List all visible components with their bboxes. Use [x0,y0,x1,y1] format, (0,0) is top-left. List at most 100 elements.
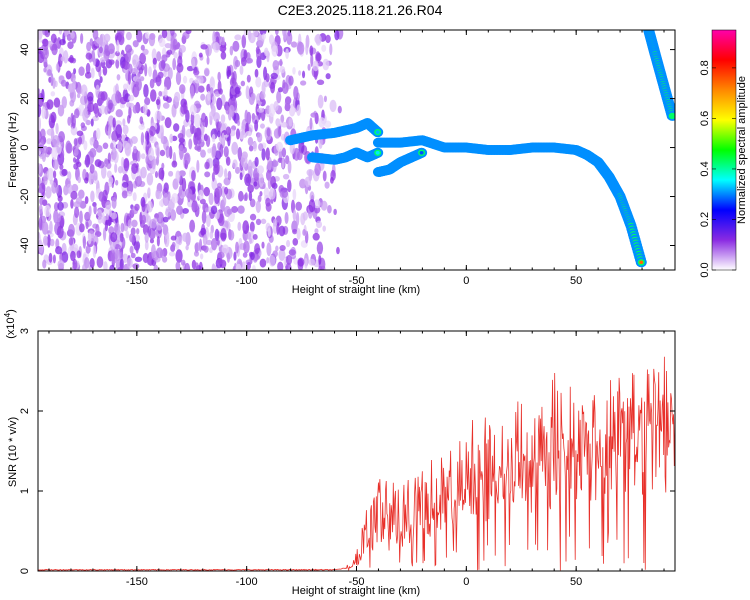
snr-y-tick-label: 2 [19,408,31,414]
noise-blob [96,256,104,268]
noise-blob [152,57,157,65]
noise-blob [85,62,91,75]
noise-blob [185,244,189,251]
noise-blob [144,31,150,39]
noise-blob [53,202,59,212]
noise-blob [248,32,256,44]
noise-blob [59,164,64,170]
noise-blob [65,70,72,80]
snr-x-tick-label: -100 [236,576,258,588]
noise-blob [65,140,72,154]
noise-blob [246,74,251,83]
noise-blob [90,118,94,127]
noise-blob [149,218,157,230]
noise-blob [178,170,186,177]
noise-blob [117,133,122,141]
noise-blob [139,76,145,82]
noise-blob [240,154,248,168]
noise-blob [238,128,246,140]
colorbar-gradient [711,29,737,271]
noise-blob [97,209,103,217]
noise-blob [92,245,97,259]
noise-blob [76,250,82,259]
noise-blob [144,63,148,77]
noise-blob [265,222,271,232]
noise-blob [80,33,84,44]
noise-blob [232,40,240,52]
noise-blob [229,45,234,56]
noise-blob [280,114,285,123]
noise-blob [225,105,230,115]
noise-blob [301,70,306,79]
noise-blob [330,176,334,184]
noise-blob [173,51,178,59]
noise-blob [275,245,279,252]
noise-blob [111,147,117,161]
noise-blob [82,108,89,122]
noise-blob [106,161,112,170]
noise-blob [158,38,166,48]
noise-blob [171,193,179,204]
noise-blob [128,94,135,102]
noise-blob [121,253,129,264]
noise-blob [243,49,248,60]
noise-blob [323,95,327,103]
snr-plot: -150 -100 -50 0 50 0 1 2 3 Height of straight l… [3,309,676,597]
noise-blob [227,170,232,181]
noise-blob [50,73,54,87]
noise-blob [38,130,42,144]
noise-blob [180,259,186,266]
noise-blob [114,163,118,174]
noise-blob [67,171,72,181]
noise-blob [56,225,64,239]
noise-blob [287,30,291,37]
noise-blob [55,246,63,255]
noise-blob [334,30,340,41]
noise-blob [131,219,138,228]
noise-blob [175,249,183,263]
noise-blob [165,145,170,158]
noise-blob [217,80,222,94]
spectrogram-x-label: Height of straight line (km) [292,284,420,296]
noise-blob [292,209,297,221]
noise-blob [265,169,272,181]
noise-blob [107,152,111,164]
noise-blob [55,63,59,71]
noise-blob [67,116,72,126]
noise-blob [166,96,172,103]
noise-blob [261,241,265,249]
spectrogram-x-tick-label: -100 [236,275,258,287]
noise-blob [99,57,106,63]
noise-blob [49,179,54,185]
noise-blob [261,33,266,40]
noise-blob [114,249,121,262]
noise-blob [59,253,63,262]
noise-blob [44,205,51,217]
noise-blob [55,122,59,135]
noise-blob [285,262,292,270]
noise-blob [70,31,75,39]
noise-blob [200,227,207,236]
noise-blob [58,131,66,143]
noise-blob [90,190,95,203]
noise-blob [50,91,56,97]
noise-blob [142,103,148,115]
snr-data [38,356,675,571]
noise-blob [73,163,79,170]
noise-blob [107,125,111,139]
noise-blob [108,102,113,110]
noise-blob [82,263,87,270]
noise-blob [266,257,270,264]
noise-blob [216,239,220,246]
noise-blob [226,208,233,215]
noise-blob [169,133,174,144]
noise-blob [42,259,47,269]
noise-blob [321,44,327,52]
noise-blob [142,224,149,236]
noise-blob [218,45,227,52]
noise-blob [231,141,239,155]
noise-blob [179,44,186,53]
noise-blob [142,48,149,56]
noise-blob [176,205,184,215]
noise-blob [184,262,191,270]
